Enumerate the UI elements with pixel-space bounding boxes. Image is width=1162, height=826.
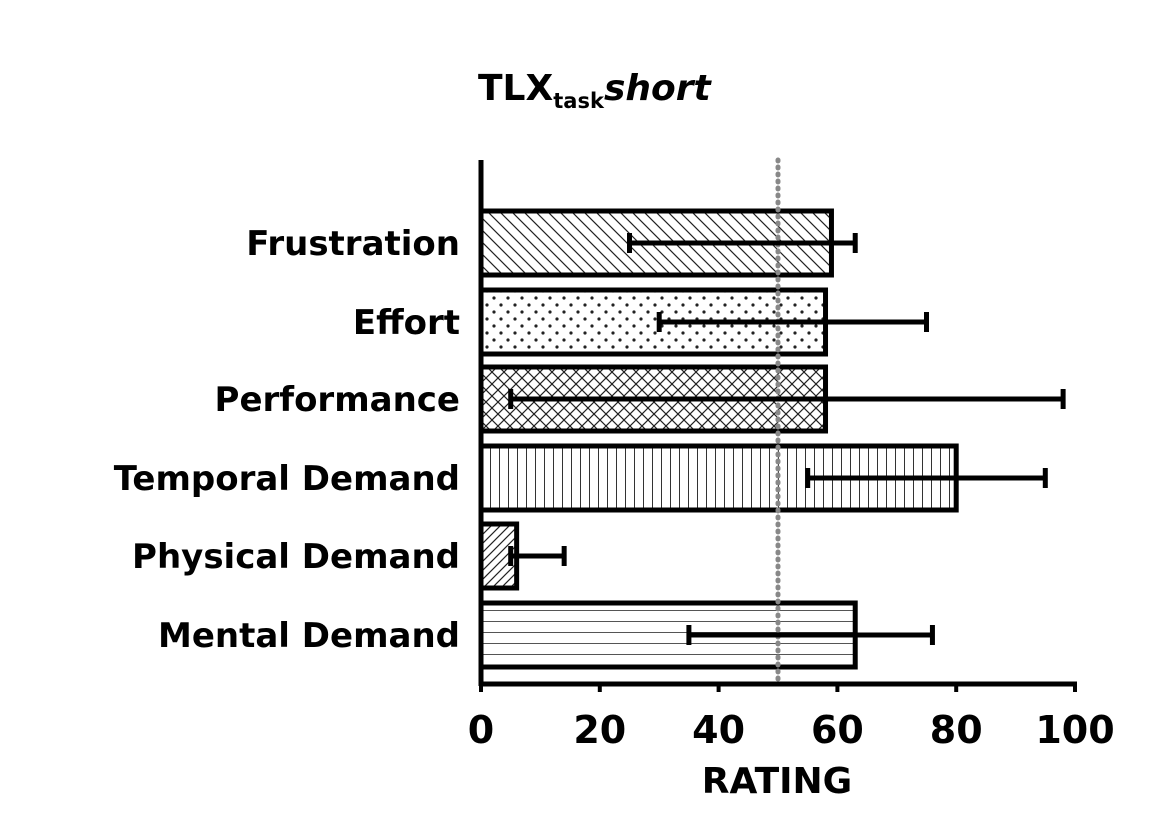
chart-title-subscript: task: [553, 89, 605, 113]
category-label-mental-demand: Mental Demand: [158, 616, 460, 656]
x-tick-label-80: 80: [930, 708, 983, 752]
chart-title-main: TLX: [478, 68, 553, 109]
x-tick-label-40: 40: [692, 708, 745, 752]
error-bars-group: [508, 233, 1066, 645]
x-tick-label-20: 20: [573, 708, 626, 752]
category-labels-group: Frustration Effort Performance Temporal Dem…: [114, 224, 460, 656]
category-label-effort: Effort: [353, 303, 460, 343]
category-label-temporal-demand: Temporal Demand: [114, 459, 460, 499]
x-tick-label-100: 100: [1035, 708, 1114, 752]
chart-title-italic: short: [604, 68, 713, 109]
x-tick-label-0: 0: [468, 708, 494, 752]
category-label-performance: Performance: [215, 380, 460, 420]
category-label-physical-demand: Physical Demand: [132, 537, 460, 577]
x-ticks-group: 0 20 40 60 80 100: [468, 684, 1115, 752]
bars-group: [478, 208, 959, 670]
chart-title: TLXtaskshort: [478, 68, 712, 113]
x-tick-label-60: 60: [811, 708, 864, 752]
category-label-frustration: Frustration: [246, 224, 460, 264]
axes-group: [478, 160, 1077, 687]
x-axis-title: RATING: [702, 761, 852, 802]
